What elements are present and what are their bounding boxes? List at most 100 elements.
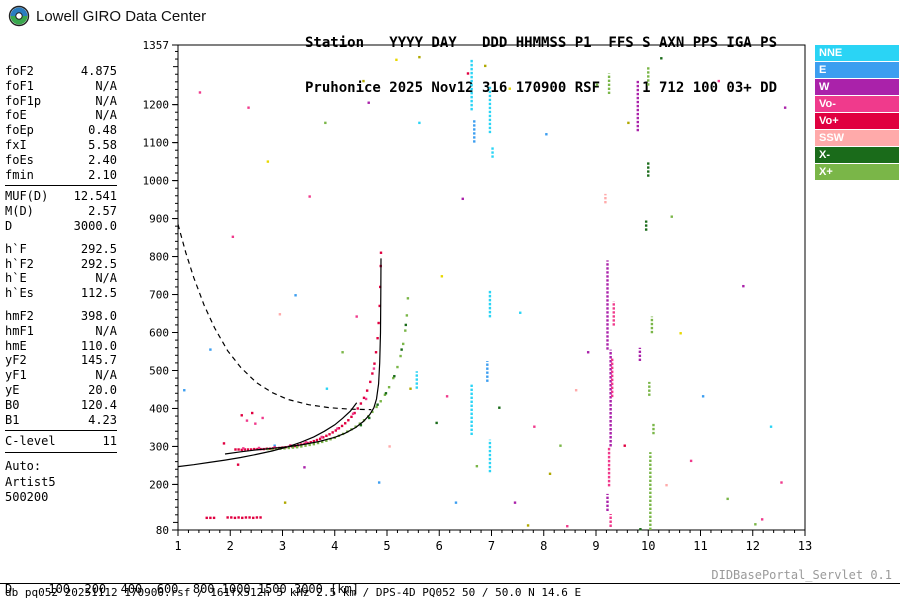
param-value: 112.5 — [80, 286, 117, 301]
param-value: 3000.0 — [73, 218, 117, 233]
footer-divider — [0, 583, 900, 584]
header-columns-line: Station YYYY DAY DDD HHMMSS P1 FFS S AXN… — [305, 35, 778, 51]
panel-row-c-level: C-level 11 — [5, 434, 117, 449]
panel-separator — [5, 185, 117, 187]
station-header: Station YYYY DAY DDD HHMMSS P1 FFS S AXN… — [305, 6, 777, 126]
param-label: foE — [5, 108, 27, 123]
param-label: foEs — [5, 152, 34, 167]
legend-item-e: E — [815, 62, 899, 78]
panel-row-fof1: foF1 N/A — [5, 79, 117, 94]
param-label: yE — [5, 382, 20, 397]
svg-text:600: 600 — [149, 327, 169, 340]
param-value: N/A — [95, 323, 117, 338]
param-value: 11 — [102, 434, 117, 449]
param-value: 12.541 — [73, 189, 117, 204]
param-value: 120.4 — [80, 397, 117, 412]
svg-text:10: 10 — [641, 539, 655, 553]
autoscaler-line: Auto: — [5, 459, 42, 474]
ionogram-svg: 1357120011001000900800700600500400300200… — [143, 39, 813, 553]
autoscaler-info: Auto: Artist5 500200 — [5, 459, 117, 506]
param-label: h`E — [5, 271, 27, 286]
param-label: hmE — [5, 338, 27, 353]
svg-text:700: 700 — [149, 289, 169, 302]
svg-text:400: 400 — [149, 402, 169, 415]
param-value: 4.23 — [88, 412, 117, 427]
param-label: B1 — [5, 412, 20, 427]
legend-item-nne: NNE — [815, 45, 899, 61]
param-value: 292.5 — [80, 241, 117, 256]
param-value: 2.10 — [88, 167, 117, 182]
param-value: N/A — [95, 78, 117, 93]
parameter-panel: foF2 4.875 foF1 N/A foF1p N/A foE N/A foEp 0.48 fx… — [5, 64, 117, 506]
panel-row-foep: foEp 0.48 — [5, 123, 117, 138]
svg-text:1357: 1357 — [143, 39, 170, 52]
param-label: yF2 — [5, 353, 27, 368]
measurement-status-line: db pq052 20251112 170900.rsf / 161fx512h… — [5, 586, 582, 599]
distance-row: D 100 200 400 600 800 1000 1500 3000 [km… — [5, 582, 360, 596]
legend-item-x: X+ — [815, 164, 899, 180]
legend-item-vo: Vo- — [815, 96, 899, 112]
param-value: 145.7 — [80, 353, 117, 368]
param-label: h`Es — [5, 286, 34, 301]
param-value: 0.48 — [88, 123, 117, 138]
param-label: MUF(D) — [5, 189, 49, 204]
param-label: M(D) — [5, 204, 34, 219]
param-value: 20.0 — [88, 382, 117, 397]
svg-text:12: 12 — [746, 539, 760, 553]
param-value: 4.875 — [80, 64, 117, 78]
param-value: 292.5 — [80, 256, 117, 271]
svg-text:4: 4 — [331, 539, 338, 553]
param-label: B0 — [5, 397, 20, 412]
panel-row-hmf2: hmF2 398.0 — [5, 309, 117, 324]
autoscaler-line: 500200 — [5, 490, 49, 505]
svg-text:6: 6 — [436, 539, 443, 553]
panel-row-h-f2: h`F2 292.5 — [5, 257, 117, 272]
panel-row-b1: B1 4.23 — [5, 413, 117, 428]
param-value: 2.57 — [88, 204, 117, 219]
param-label: hmF2 — [5, 308, 34, 323]
svg-text:13: 13 — [798, 539, 812, 553]
svg-text:8: 8 — [540, 539, 547, 553]
panel-row-ye: yE 20.0 — [5, 383, 117, 398]
param-label: foF1p — [5, 93, 42, 108]
param-label: foEp — [5, 123, 34, 138]
legend-item-vo: Vo+ — [815, 113, 899, 129]
param-value: N/A — [95, 108, 117, 123]
svg-text:3: 3 — [279, 539, 286, 553]
header-values-line: Pruhonice 2025 Nov12 316 170900 RSF 1 71… — [305, 80, 778, 96]
panel-row-fof2: foF2 4.875 — [5, 64, 117, 79]
param-value: N/A — [95, 93, 117, 108]
panel-row-d: D 3000.0 — [5, 219, 117, 234]
panel-separator — [5, 452, 117, 454]
panel-row-h-e: h`E N/A — [5, 271, 117, 286]
param-label: fxI — [5, 137, 27, 152]
param-value: 2.40 — [88, 152, 117, 167]
legend-item-x: X- — [815, 147, 899, 163]
panel-gap — [5, 301, 117, 309]
svg-text:200: 200 — [149, 478, 169, 491]
panel-row-fof1p: foF1p N/A — [5, 94, 117, 109]
panel-row-muf-d-: MUF(D) 12.541 — [5, 189, 117, 204]
panel-row-h-es: h`Es 112.5 — [5, 286, 117, 301]
svg-text:5: 5 — [383, 539, 390, 553]
svg-text:900: 900 — [149, 213, 169, 226]
panel-row-hmf1: hmF1 N/A — [5, 324, 117, 339]
svg-text:2: 2 — [227, 539, 234, 553]
panel-row-yf1: yF1 N/A — [5, 368, 117, 383]
param-label: D — [5, 218, 13, 233]
servlet-version-label: DIDBasePortal_Servlet 0.1 — [711, 568, 892, 582]
param-value: 110.0 — [80, 338, 117, 353]
param-label: yF1 — [5, 368, 27, 383]
legend-item-w: W — [815, 79, 899, 95]
autoscaler-line: Artist5 — [5, 474, 56, 489]
param-label: h`F2 — [5, 256, 34, 271]
svg-text:11: 11 — [693, 539, 707, 553]
legend-item-ssw: SSW — [815, 130, 899, 146]
svg-text:80: 80 — [156, 524, 169, 537]
panel-row-foe: foE N/A — [5, 108, 117, 123]
panel-row-h-f: h`F 292.5 — [5, 242, 117, 257]
param-label: C-level — [5, 434, 56, 449]
ionogram-plot: 1357 1200 1100 1000 900 800 700 600 500 400 300 200… — [130, 38, 820, 560]
svg-text:500: 500 — [149, 364, 169, 377]
